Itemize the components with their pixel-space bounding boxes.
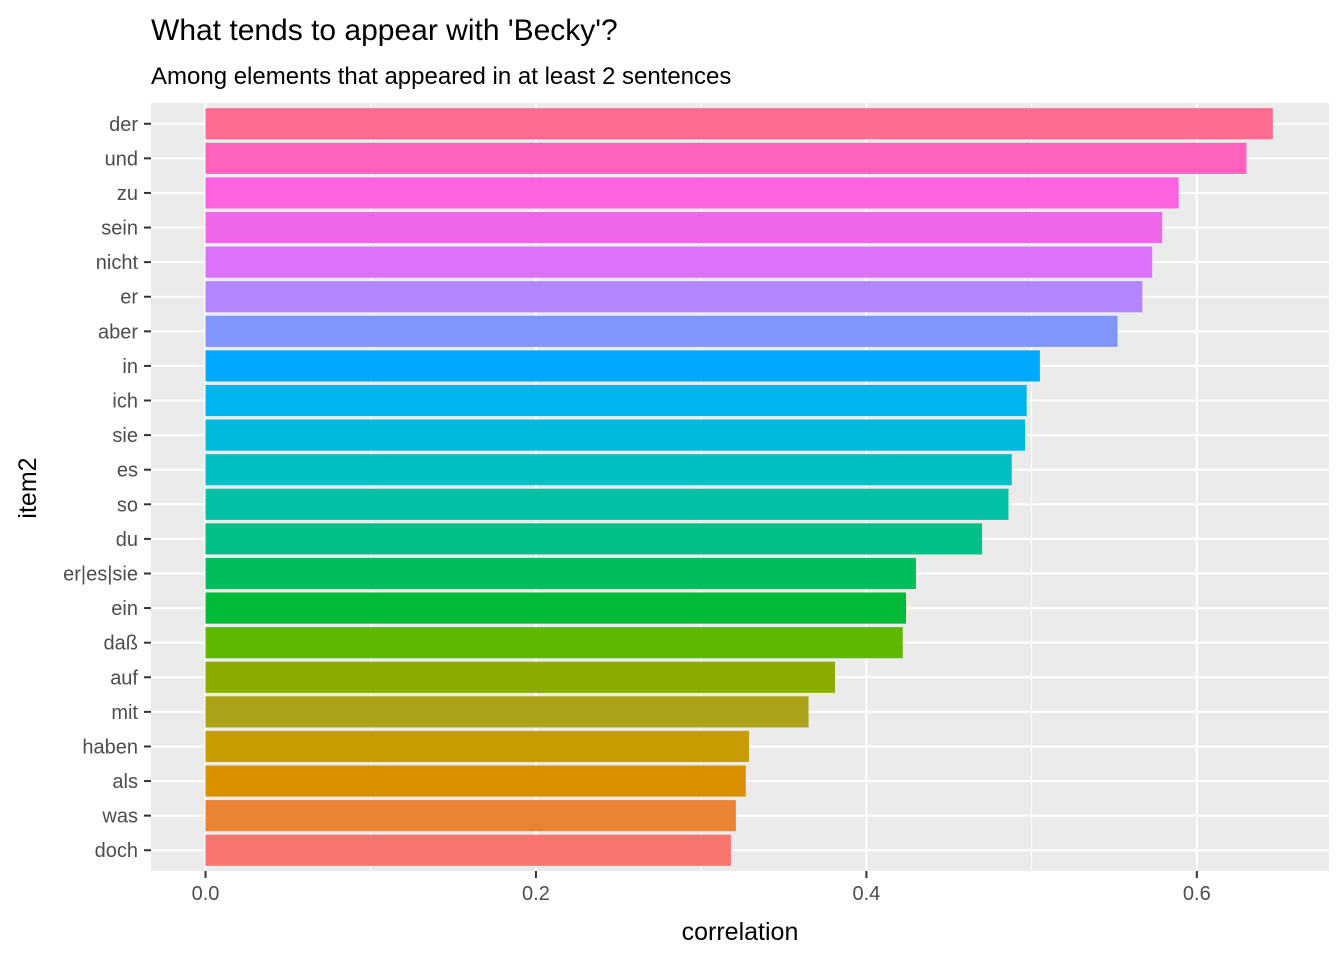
x-axis: 0.0 0.2 0.4 0.6 — [192, 871, 1211, 905]
bar-sie — [205, 419, 1026, 451]
x-tick-label: 0.4 — [852, 883, 880, 905]
x-tick-label: 0.6 — [1183, 883, 1211, 905]
bar-so — [205, 488, 1009, 520]
bar-er — [205, 281, 1143, 313]
y-axis-title: item2 — [14, 457, 42, 518]
y-tick-label: ein — [111, 598, 138, 620]
bar-mit — [205, 696, 809, 728]
y-tick-label: er — [120, 287, 138, 309]
y-tick-label: es — [117, 460, 138, 482]
bar-nicht — [205, 246, 1153, 278]
x-tick-label: 0.0 — [192, 883, 220, 905]
bar-aber — [205, 315, 1118, 347]
bar-was — [205, 800, 736, 832]
y-tick-label: mit — [111, 702, 138, 724]
y-tick-label: haben — [82, 736, 138, 758]
y-tick-label: zu — [117, 183, 138, 205]
bar-sein — [205, 211, 1163, 244]
bar-zu — [205, 177, 1179, 209]
y-tick-label: aber — [98, 321, 138, 343]
chart-title: What tends to appear with 'Becky'? — [151, 14, 618, 47]
y-tick-label: so — [117, 494, 138, 516]
bars — [205, 108, 1273, 866]
y-tick-label: als — [112, 771, 138, 793]
bar-der — [205, 108, 1273, 140]
y-tick-label: nicht — [96, 252, 139, 274]
bar-da- — [205, 627, 903, 659]
x-tick-label: 0.2 — [522, 883, 550, 905]
bar-doch — [205, 834, 731, 866]
y-tick-label: sie — [112, 425, 138, 447]
y-tick-label: auf — [110, 667, 138, 689]
bar-ich — [205, 384, 1027, 417]
bar-in — [205, 350, 1040, 382]
y-tick-label: sein — [101, 218, 138, 240]
bar-es — [205, 454, 1012, 486]
bar-haben — [205, 730, 750, 763]
y-tick-label: du — [116, 529, 138, 551]
y-tick-label: doch — [95, 840, 138, 862]
y-axis: der und zu sein nicht er aber in ich sie es so du er|… — [63, 114, 151, 862]
y-tick-label: er|es|sie — [63, 563, 138, 585]
bar-als — [205, 765, 746, 797]
y-tick-label: daß — [104, 633, 138, 655]
y-tick-label: und — [105, 148, 138, 170]
y-tick-label: ich — [112, 391, 138, 413]
bar-und — [205, 142, 1247, 174]
y-tick-label: was — [101, 806, 138, 828]
y-tick-label: der — [109, 114, 138, 136]
chart-subtitle: Among elements that appeared in at least… — [151, 63, 731, 90]
bar-er-es-sie — [205, 557, 916, 590]
y-tick-label: in — [122, 356, 138, 378]
bar-du — [205, 523, 983, 555]
x-axis-title: correlation — [682, 918, 799, 946]
bar-auf — [205, 661, 836, 693]
bar-ein — [205, 592, 907, 624]
